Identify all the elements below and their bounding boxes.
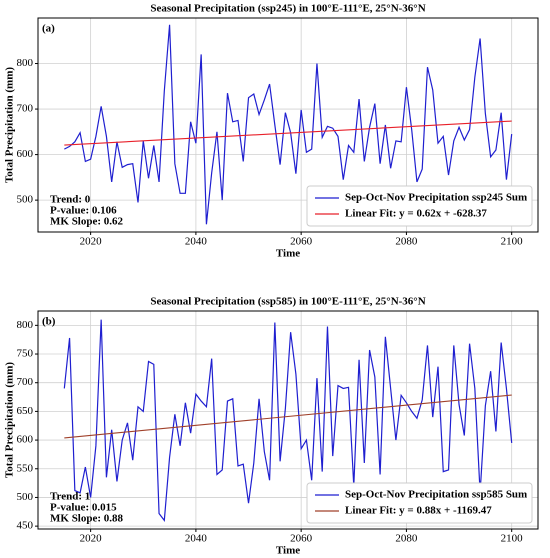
y-tick-label: 700 [17, 103, 34, 115]
legend-label: Linear Fit: y = 0.62x + -628.37 [345, 208, 487, 220]
y-tick-label: 500 [17, 194, 34, 206]
y-tick-label: 700 [17, 376, 34, 388]
x-tick-label: 2080 [395, 236, 418, 248]
x-axis-label: Time [276, 248, 300, 260]
x-tick-label: 2040 [185, 533, 208, 545]
data-line [64, 394, 512, 439]
annotation: Trend: 0 [50, 194, 91, 206]
legend-box [306, 482, 533, 524]
x-tick-label: 2020 [80, 236, 103, 248]
plot-frame [37, 310, 539, 530]
panel-label: (a) [42, 23, 55, 35]
x-tick-label: 2100 [501, 533, 524, 545]
panel-label: (b) [42, 316, 56, 328]
x-tick-label: 2040 [185, 236, 208, 248]
legend-label: Linear Fit: y = 0.88x + -1169.47 [345, 505, 492, 517]
legend-label: Sep-Oct-Nov Precipitation ssp245 Sum [345, 192, 527, 204]
data-line [64, 120, 512, 146]
chart-title: Seasonal Precipitation (ssp585) in 100°E… [150, 296, 425, 308]
x-tick-label: 2060 [290, 533, 313, 545]
chart-title: Seasonal Precipitation (ssp245) in 100°E… [150, 3, 425, 15]
y-tick-label: 750 [17, 348, 34, 360]
x-tick-label: 2080 [395, 533, 418, 545]
x-tick-label: 2020 [80, 533, 103, 545]
y-tick-label: 650 [17, 405, 34, 417]
y-axis-label: Total Precipitation (mm) [4, 67, 16, 183]
x-tick-label: 2100 [501, 236, 524, 248]
y-tick-label: 450 [17, 520, 34, 532]
plot-frame [37, 17, 539, 233]
annotation: MK Slope: 0.62 [50, 216, 124, 228]
annotation: P-value: 0.015 [50, 502, 117, 514]
y-axis-label: Total Precipitation (mm) [4, 362, 16, 478]
annotation: MK Slope: 0.88 [50, 513, 124, 525]
data-line [64, 24, 513, 225]
annotation: P-value: 0.106 [50, 205, 117, 217]
legend-box [306, 185, 533, 227]
y-tick-label: 800 [17, 57, 34, 69]
data-line [63, 319, 513, 522]
x-tick-label: 2060 [290, 236, 313, 248]
y-tick-label: 550 [17, 462, 34, 474]
y-tick-label: 600 [17, 434, 34, 446]
annotation: Trend: 1 [50, 491, 90, 503]
x-axis-label: Time [276, 545, 300, 557]
y-tick-label: 800 [17, 319, 34, 331]
legend-label: Sep-Oct-Nov Precipitation ssp585 Sum [345, 489, 527, 501]
y-tick-label: 500 [17, 491, 34, 503]
y-tick-label: 600 [17, 148, 34, 160]
